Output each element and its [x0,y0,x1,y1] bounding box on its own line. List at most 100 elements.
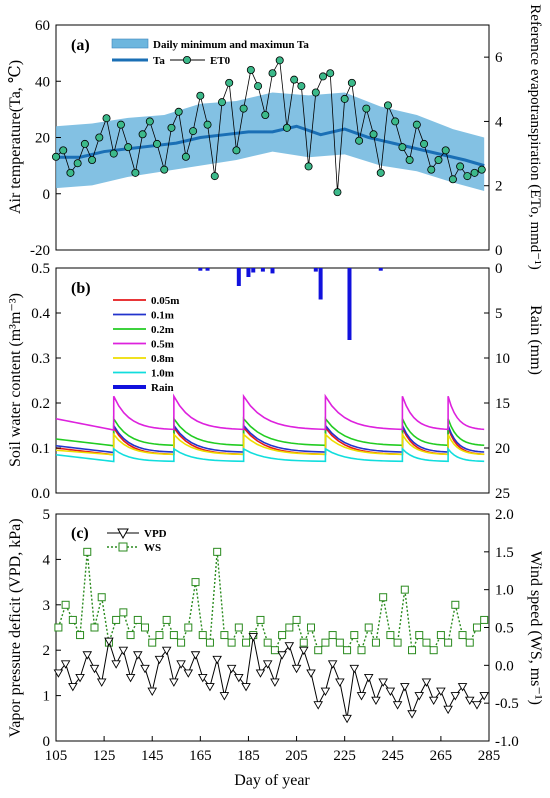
panel-b-label: (b) [71,280,91,297]
x-tick-label: 165 [189,748,212,764]
panel-b-y-tick-label: 0.0 [31,486,50,502]
x-tick-label: 285 [478,748,501,764]
rain-bar [236,268,241,286]
et0-point [116,120,125,129]
x-tick-label: 205 [285,748,308,764]
ws-point [371,638,380,647]
panel-b-y-tick-label: 0.5 [31,261,50,277]
et0-point [412,120,421,129]
et0-point [456,162,465,171]
et0-point [333,188,342,197]
ws-point [90,623,99,632]
ws-point [292,615,301,624]
panel-a-yr-tick-label: 4 [495,114,503,130]
soil-line-0p1m [55,422,485,454]
rain-bar [198,268,203,271]
et0-point [239,104,248,113]
et0-point [290,75,299,84]
et0-point [477,165,486,174]
panel-c-y-tick-label: 4 [43,552,51,568]
panel-c-yr-tick-label: -0.5 [495,696,519,712]
panel-a-left-ticks: -20 0 20 40 60 [30,18,61,259]
rain-bar [347,268,352,340]
et0-point [203,120,212,129]
legend-label-Rain: Rain [151,382,174,394]
vpd-point [104,637,114,647]
x-tick-label: 145 [141,748,164,764]
vpd-point [313,701,323,710]
ws-point [393,638,402,647]
ws-point [415,631,424,640]
et0-point [88,155,97,164]
vpd-point [183,669,194,678]
vpd-point [205,683,215,692]
panel-b-y-tick-label: 0.1 [31,441,50,457]
ws-point [76,631,85,640]
vpd-point [298,646,309,656]
legend-marker-vpd [117,528,129,540]
soil-line-1p0m [55,446,485,463]
vpd-point [176,660,186,669]
et0-point [261,111,270,120]
ws-point [321,638,330,647]
et0-point [109,149,118,158]
panel-a: -20 0 20 40 60 0 2 4 6 (a) Daily minimum and ma… [7,4,543,269]
panel-b-legend: 0.05m 0.1m 0.2m 0.5m 0.8m 1.0m Rain [113,295,179,394]
ws-point [429,646,438,655]
ws-point [169,631,178,640]
ta-range-area [56,92,485,191]
vpd-point [111,660,121,669]
ws-point [444,638,453,647]
ws-point [364,623,373,632]
vpd-series-group [53,633,489,724]
vpd-point [169,678,179,687]
ws-point [350,631,359,640]
et0-point [102,114,111,123]
ws-point [314,646,323,655]
vpd-point [291,664,302,674]
soil-line-0p5m [55,393,485,431]
vpd-point [68,683,78,692]
x-tick-label: 125 [93,748,116,764]
vpd-point [118,646,129,656]
ws-point [198,631,207,640]
legend-label-0p5m: 0.5m [151,339,174,351]
et0-point [448,175,457,184]
vpd-point [356,692,367,701]
rain-bar [260,268,265,272]
ws-point [343,646,352,655]
et0-point [73,159,82,168]
et0-point [59,146,68,155]
ws-point [299,638,308,647]
et0-point [275,56,284,65]
vpd-point [96,678,107,687]
legend-swatch-band [111,38,149,49]
vpd-point [421,678,432,687]
panel-b-left-ticks: 0.0 0.1 0.2 0.3 0.4 0.5 [31,261,61,502]
et0-point [282,123,291,132]
et0-point [217,98,226,107]
legend-label-ta: Ta [153,55,165,67]
vpd-point [407,710,417,719]
vpd-point [226,664,237,674]
vpd-point [363,673,374,683]
et0-point [420,139,429,148]
panel-c-right-ticks: -1.0 -0.5 0.0 0.5 1.0 1.5 2.0 [484,507,519,750]
vpd-point [125,673,136,683]
panel-a-right-ticks: 0 2 4 6 [484,50,503,259]
rain-bar [378,268,383,271]
panel-b-yr-tick-label: 0 [495,261,503,277]
legend-label-band: Daily minimum and maximun Ta [153,39,309,51]
ws-point [472,623,481,632]
legend-label-1p0m: 1.0m [151,368,174,380]
legend-label-0p8m: 0.8m [151,353,174,365]
ws-point [451,600,460,609]
panel-c-y-tick-label: 5 [43,507,51,523]
vpd-point [212,655,222,665]
et0-point [398,143,407,152]
ws-point [285,623,294,632]
legend-label-ws: WS [144,542,161,554]
vpd-point [284,642,295,651]
et0-point [95,133,104,142]
panel-a-ylabel-right: Reference evapotranspiration (ETo, mmd⁻¹… [527,4,543,269]
